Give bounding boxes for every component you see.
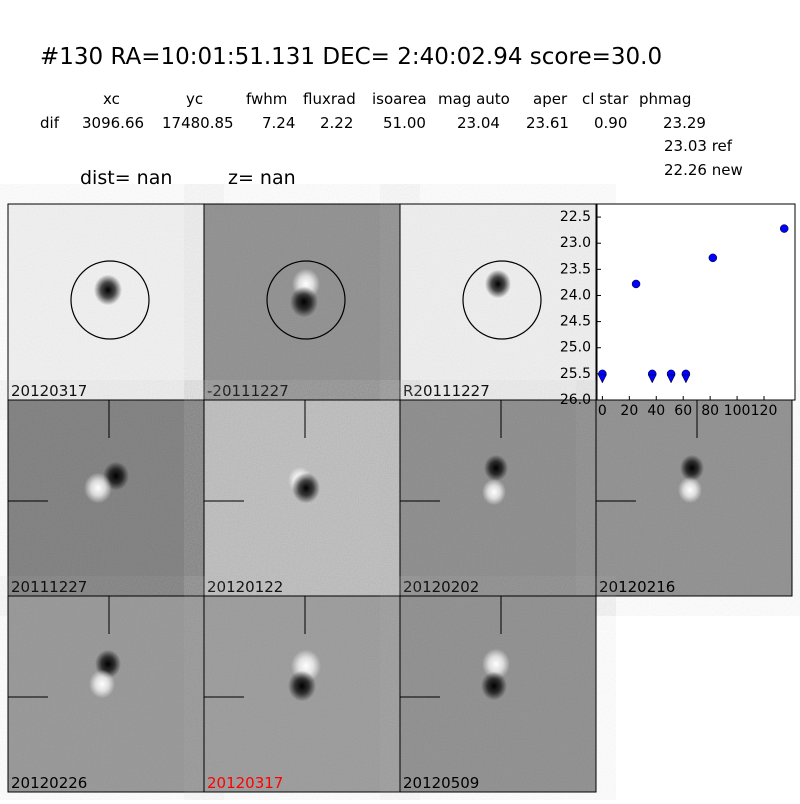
y-tick-label: 24.0	[560, 287, 591, 303]
stamp-border	[399, 595, 597, 793]
x-tick-label: 40	[647, 403, 665, 419]
source-blob	[482, 648, 510, 680]
image-stamp: 20120317	[203, 595, 401, 793]
source-blob	[680, 454, 704, 482]
column-header: phmag	[639, 90, 691, 108]
table-cell: 23.29	[663, 114, 706, 132]
table-cell: 7.24	[262, 114, 295, 132]
image-stamp: -20111227	[203, 203, 401, 401]
stamp-label: 20120216	[599, 578, 675, 596]
stamp-label: 20120317	[207, 774, 283, 792]
dist-label: dist= nan	[80, 167, 172, 189]
stamp-noise	[400, 204, 596, 400]
source-blob	[84, 472, 112, 504]
column-header: cl star	[582, 90, 629, 108]
y-tick-label: 25.0	[560, 340, 591, 356]
data-point	[708, 253, 718, 263]
source-blob	[94, 274, 122, 306]
stamp-label: 20120202	[403, 578, 479, 596]
title: #130 RA=10:01:51.131 DEC= 2:40:02.94 sco…	[40, 44, 662, 70]
y-tick-label: 23.5	[560, 261, 591, 277]
source-blob	[292, 472, 320, 504]
y-tick-label: 22.5	[560, 209, 591, 225]
stamp-label: 20120509	[403, 774, 479, 792]
stamp-label: 20111227	[11, 578, 87, 596]
x-tick-label: 120	[751, 403, 778, 419]
column-header: yc	[186, 90, 203, 108]
stamp-label: 20120226	[11, 774, 87, 792]
source-blob	[290, 286, 318, 318]
table-cell: 51.00	[383, 114, 426, 132]
image-stamp: 20120202	[399, 399, 597, 597]
stamp-label: R20111227	[403, 382, 490, 400]
image-stamp: 20120226	[7, 595, 205, 793]
ref-mag: 23.03 ref	[664, 137, 733, 155]
upper-limit-marker	[597, 374, 607, 384]
x-tick-label: 20	[620, 403, 638, 419]
table-cell: 0.90	[594, 114, 627, 132]
upper-limit-marker	[666, 374, 676, 384]
image-stamp: 20111227	[7, 399, 205, 597]
y-tick-label: 25.5	[560, 366, 591, 382]
y-tick-label: 26.0	[560, 392, 591, 408]
image-stamp: 20120509	[399, 595, 597, 793]
column-header: xc	[103, 90, 120, 108]
stamp-label: -20111227	[207, 382, 289, 400]
source-blob	[89, 669, 115, 699]
image-stamp: 20120317	[7, 203, 205, 401]
source-blob	[484, 454, 508, 482]
source-blob	[482, 478, 506, 506]
x-tick-label: 60	[674, 403, 692, 419]
source-blob	[485, 269, 511, 299]
source-blob	[481, 671, 507, 701]
table-cell: 3096.66	[82, 114, 144, 132]
x-tick-label: 80	[701, 403, 719, 419]
aperture-circle	[70, 260, 150, 340]
table-cell: 23.61	[526, 114, 569, 132]
image-stamp: R20111227	[399, 203, 597, 401]
source-blob	[288, 670, 316, 702]
y-tick-label: 23.0	[560, 235, 591, 251]
x-tick-label: 0	[598, 403, 607, 419]
data-point	[631, 279, 641, 289]
table-cell: 23.04	[457, 114, 500, 132]
table-cell: 2.22	[320, 114, 353, 132]
x-tick-label: 100	[724, 403, 751, 419]
table-cell: dif	[40, 114, 60, 132]
data-point	[779, 224, 789, 233]
upper-limit-marker	[647, 374, 657, 384]
stamp-label: 20120122	[207, 578, 283, 596]
z-label: z= nan	[228, 167, 296, 189]
column-header: mag auto	[438, 90, 510, 108]
aperture-circle	[266, 260, 346, 340]
image-stamp: 20120122	[203, 399, 401, 597]
upper-limit-marker	[681, 374, 691, 384]
column-header: isoarea	[372, 90, 427, 108]
column-header: fwhm	[246, 90, 287, 108]
stamp-label: 20120317	[11, 382, 87, 400]
column-header: aper	[533, 90, 568, 108]
y-tick-label: 24.5	[560, 314, 591, 330]
column-header: fluxrad	[303, 90, 356, 108]
plot-area	[596, 203, 796, 401]
image-stamp: 20120216	[595, 399, 793, 597]
source-blob	[678, 476, 702, 504]
new-mag: 22.26 new	[664, 161, 743, 179]
table-cell: 17480.85	[162, 114, 234, 132]
aperture-circle	[462, 260, 542, 340]
